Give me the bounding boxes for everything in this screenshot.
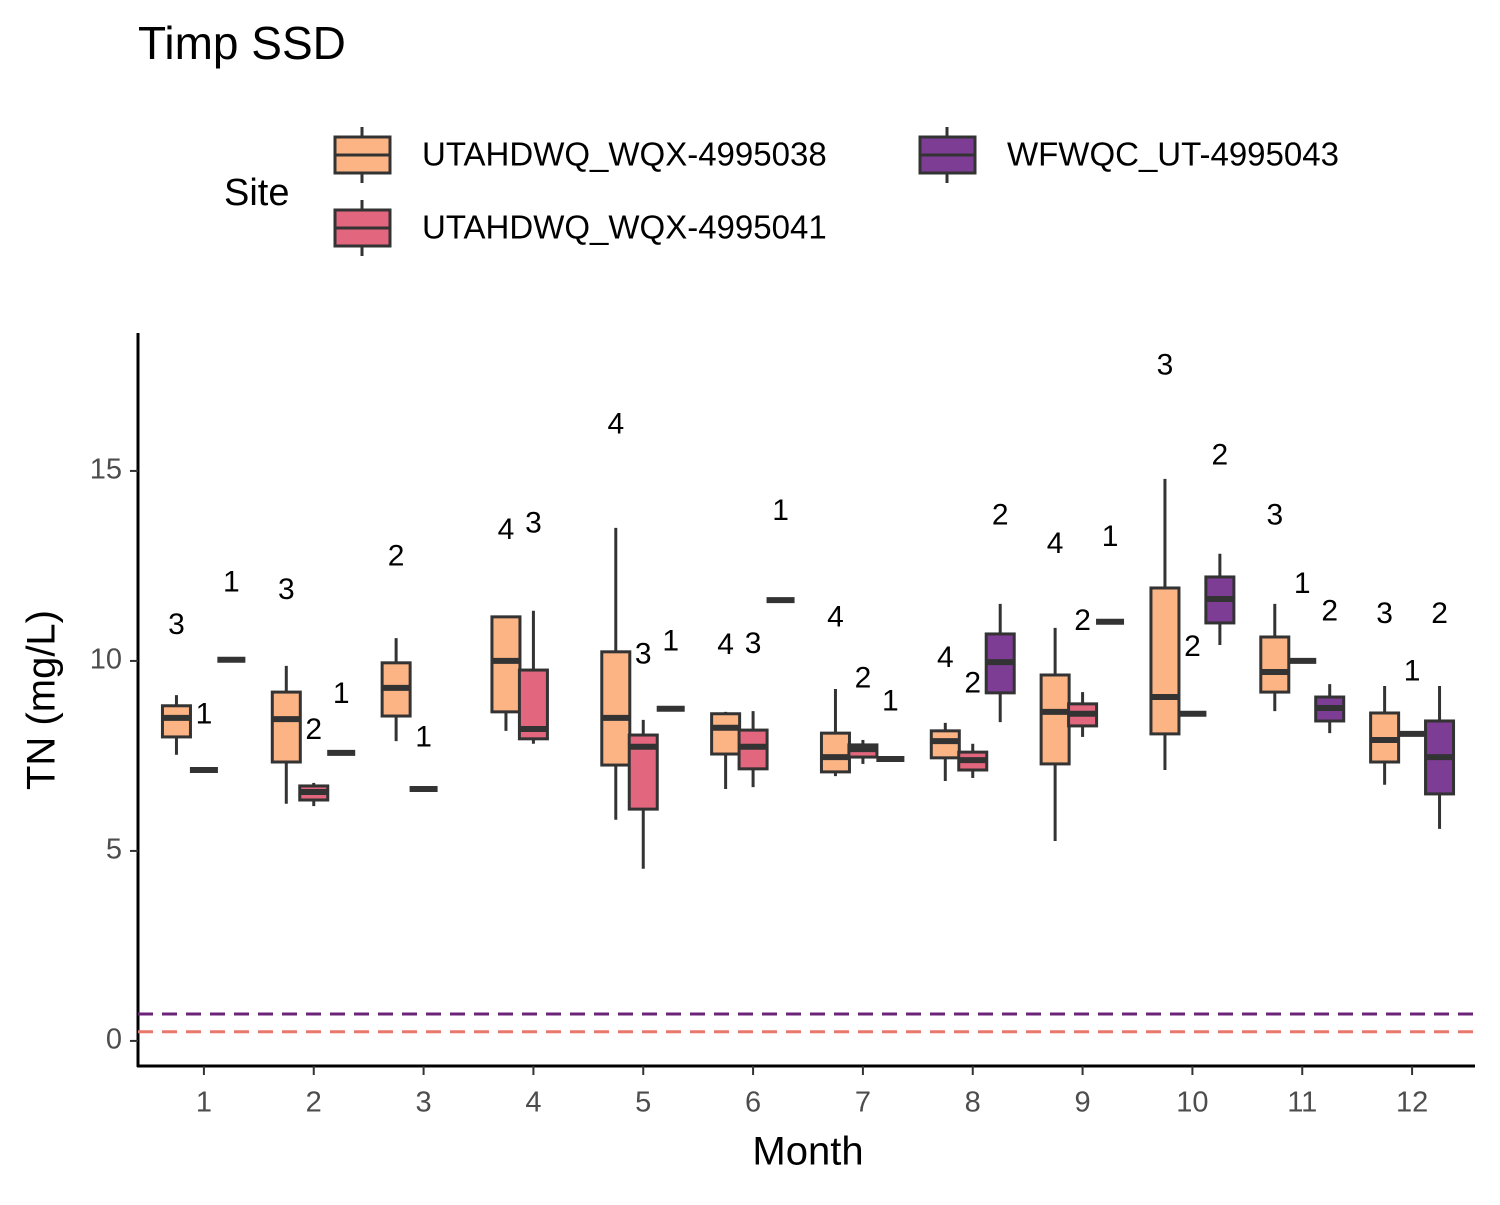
x-tick-label: 8 <box>965 1087 981 1119</box>
chart-title: Timp SSD <box>138 17 346 69</box>
x-tick-label: 1 <box>196 1087 212 1119</box>
box <box>819 731 851 774</box>
count-label: 2 <box>1321 595 1338 628</box>
count-label: 3 <box>525 507 542 540</box>
box <box>710 712 742 756</box>
count-label: 4 <box>498 513 515 546</box>
count-label: 4 <box>937 641 954 674</box>
y-tick-label: 15 <box>90 454 122 486</box>
box <box>1039 673 1071 766</box>
box <box>490 615 522 714</box>
count-label: 2 <box>1184 630 1201 663</box>
box <box>270 690 302 764</box>
legend-label: WFWQC_UT-4995043 <box>1007 136 1339 173</box>
count-label: 1 <box>223 565 240 598</box>
count-label: 1 <box>415 721 432 754</box>
x-tick-label: 12 <box>1396 1087 1428 1119</box>
x-tick-label: 4 <box>525 1087 541 1119</box>
count-label: 1 <box>662 624 679 657</box>
count-label: 4 <box>717 628 734 661</box>
count-label: 2 <box>388 539 405 572</box>
count-label: 2 <box>1431 597 1448 630</box>
count-label: 3 <box>168 608 185 641</box>
count-label: 1 <box>1404 654 1421 687</box>
count-label: 4 <box>1047 527 1064 560</box>
x-tick-label: 5 <box>635 1087 651 1119</box>
x-axis-title: Month <box>752 1130 863 1174</box>
count-label: 2 <box>992 498 1009 531</box>
count-label: 3 <box>1376 597 1393 630</box>
legend-label: UTAHDWQ_WQX-4995038 <box>422 136 827 173</box>
x-tick-label: 7 <box>855 1087 871 1119</box>
y-tick-label: 10 <box>90 644 122 676</box>
y-tick-label: 0 <box>106 1024 122 1056</box>
legend-title: Site <box>224 172 289 214</box>
count-label: 1 <box>772 494 789 527</box>
box <box>600 650 632 767</box>
count-label: 2 <box>305 713 322 746</box>
x-tick-label: 2 <box>306 1087 322 1119</box>
legend-label: UTAHDWQ_WQX-4995041 <box>422 209 827 246</box>
y-tick-label: 5 <box>106 834 122 866</box>
count-label: 3 <box>278 573 295 606</box>
count-label: 3 <box>745 627 762 660</box>
box <box>1259 635 1291 694</box>
box <box>160 704 192 739</box>
x-tick-label: 11 <box>1287 1087 1317 1119</box>
box <box>929 729 961 760</box>
count-label: 4 <box>607 407 624 440</box>
x-tick-label: 10 <box>1176 1087 1208 1119</box>
x-tick-label: 3 <box>416 1087 432 1119</box>
count-label: 2 <box>964 666 981 699</box>
x-tick-label: 9 <box>1075 1087 1091 1119</box>
count-label: 2 <box>1074 604 1091 637</box>
count-label: 1 <box>1294 567 1311 600</box>
count-label: 2 <box>1212 438 1229 471</box>
count-label: 1 <box>196 698 213 731</box>
count-label: 1 <box>1102 520 1119 553</box>
count-label: 3 <box>1266 498 1283 531</box>
x-tick-label: 6 <box>745 1087 761 1119</box>
y-axis-title: TN (mg/L) <box>20 610 64 790</box>
count-label: 3 <box>635 638 652 671</box>
count-label: 4 <box>827 601 844 634</box>
count-label: 2 <box>855 662 872 695</box>
count-label: 3 <box>1157 348 1174 381</box>
count-label: 1 <box>333 677 350 710</box>
box <box>1149 586 1181 736</box>
count-label: 1 <box>882 684 899 717</box>
